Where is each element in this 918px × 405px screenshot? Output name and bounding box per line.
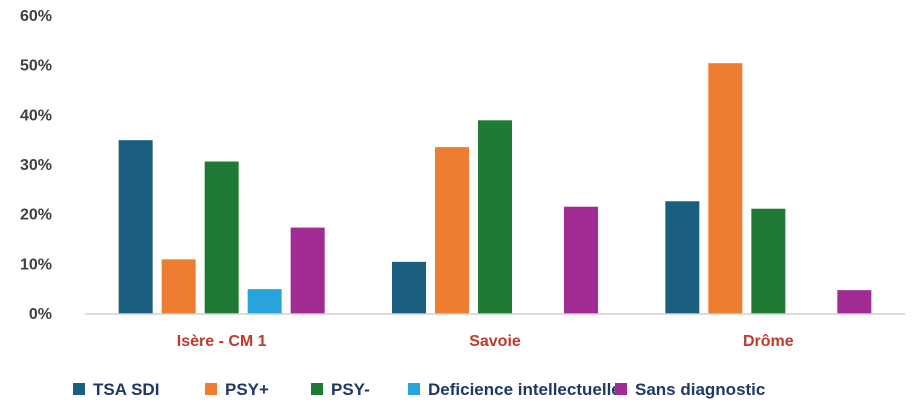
legend-label: Deficience intellectuelle	[428, 380, 621, 399]
legend: TSA SDI PSY+ PSY- Deficience intellectuelle…	[73, 380, 765, 399]
bar-psy--0	[204, 161, 239, 314]
y-tick-label: 50%	[20, 58, 52, 75]
x-axis: Isère - CM 1 Savoie Drôme	[177, 333, 794, 350]
x-category-label: Drôme	[743, 333, 794, 350]
legend-swatch	[73, 383, 85, 395]
bar-sans-diagnostic-2	[837, 290, 872, 314]
legend-swatch	[408, 383, 420, 395]
y-tick-label: 10%	[20, 256, 52, 273]
y-tick-label: 30%	[20, 157, 52, 174]
legend-swatch	[615, 383, 627, 395]
x-category-label: Isère - CM 1	[177, 333, 267, 350]
bar-deficience-intellectuelle-0	[247, 289, 282, 314]
y-tick-label: 60%	[20, 8, 52, 25]
y-tick-label: 20%	[20, 207, 52, 224]
bar-psy--0	[161, 259, 196, 314]
bar-tsa-sdi-1	[392, 261, 426, 314]
bar-psy--1	[435, 147, 469, 314]
bar-sans-diagnostic-1	[564, 206, 598, 314]
y-tick-label: 0%	[29, 306, 52, 323]
bar-psy--2	[708, 63, 743, 314]
legend-swatch	[311, 383, 323, 395]
x-category-label: Savoie	[469, 333, 521, 350]
bar-tsa-sdi-0	[118, 140, 153, 314]
legend-label: TSA SDI	[93, 380, 159, 399]
legend-label: Sans diagnostic	[635, 380, 765, 399]
legend-swatch	[205, 383, 217, 395]
bar-sans-diagnostic-0	[290, 227, 325, 314]
legend-label: PSY+	[225, 380, 269, 399]
legend-label: PSY-	[331, 380, 370, 399]
bar-psy--1	[478, 120, 512, 314]
bars	[118, 63, 872, 314]
y-tick-label: 40%	[20, 107, 52, 124]
y-axis: 0% 10% 20% 30% 40% 50% 60%	[20, 8, 52, 323]
bar-psy--2	[751, 208, 786, 314]
bar-tsa-sdi-2	[665, 201, 700, 314]
